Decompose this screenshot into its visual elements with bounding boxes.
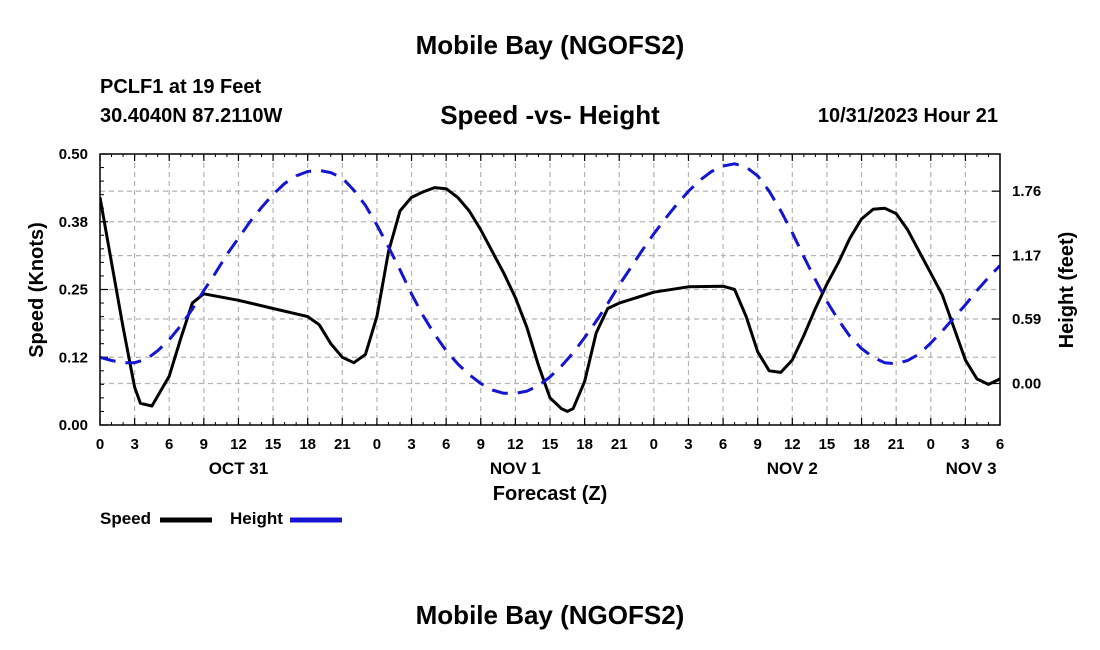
chart-subtitle: Speed -vs- Height [440, 100, 660, 130]
x-tick-label: 0 [373, 436, 381, 453]
x-tick-label: 3 [961, 436, 969, 453]
y-tick-label-right: 0.59 [1012, 311, 1041, 328]
y-tick-label: 0.50 [59, 146, 88, 163]
x-date-label: NOV 1 [490, 459, 541, 478]
x-tick-label: 12 [507, 436, 524, 453]
x-date-label: OCT 31 [209, 459, 269, 478]
y-tick-label: 0.12 [59, 349, 88, 366]
x-tick-label: 15 [819, 436, 836, 453]
x-date-label: NOV 3 [946, 459, 997, 478]
y-tick-label: 0.25 [59, 282, 88, 299]
x-tick-label: 21 [888, 436, 905, 453]
x-tick-label: 21 [611, 436, 628, 453]
series-line-speed [100, 186, 1000, 413]
x-tick-label: 12 [230, 436, 247, 453]
x-tick-label: 6 [719, 436, 727, 453]
x-date-label: NOV 2 [767, 459, 818, 478]
x-tick-label: 15 [265, 436, 282, 453]
x-tick-label: 9 [754, 436, 762, 453]
x-tick-label: 3 [407, 436, 415, 453]
series-layer [100, 162, 1000, 413]
x-tick-label: 18 [299, 436, 316, 453]
y-axis-label: Speed (Knots) [26, 222, 48, 358]
x-tick-label: 9 [200, 436, 208, 453]
y-tick-label: 0.00 [59, 417, 88, 434]
x-tick-label: 3 [684, 436, 692, 453]
series-line-height [100, 162, 1000, 395]
y-tick-label-right: 1.17 [1012, 248, 1041, 265]
legend-speed-label: Speed [100, 509, 152, 528]
x-tick-label: 18 [853, 436, 870, 453]
station-label: PCLF1 at 19 Feet [100, 76, 262, 98]
x-tick-label: 9 [477, 436, 485, 453]
x-tick-label: 3 [130, 436, 138, 453]
forecast-datetime: 10/31/2023 Hour 21 [817, 105, 998, 127]
y-tick-label-right: 0.00 [1012, 375, 1041, 392]
x-tick-label: 15 [542, 436, 559, 453]
footer-title: Mobile Bay (NGOFS2) [415, 600, 685, 630]
x-tick-label: 12 [784, 436, 801, 453]
legend-height-label: Height [230, 509, 283, 528]
coordinates-label: 30.4040N 87.2110W [100, 105, 283, 127]
x-tick-label: 0 [96, 436, 104, 453]
grid-lines [100, 154, 1000, 425]
x-tick-label: 0 [650, 436, 658, 453]
y-tick-label: 0.38 [59, 214, 88, 231]
x-tick-label: 6 [442, 436, 450, 453]
tick-labels: 0 3 6 9 12 15 18 21 0 3 6 9 12 15 18 21 0 3 6 9 12 15 18 21 0 3 6 O… [59, 146, 1041, 478]
x-tick-label: 21 [334, 436, 351, 453]
x-tick-label: 6 [165, 436, 173, 453]
y-tick-label-right: 1.76 [1012, 183, 1041, 200]
y-axis-label-right: Height (feet) [1056, 232, 1078, 349]
x-tick-label: 18 [576, 436, 593, 453]
x-tick-label: 0 [927, 436, 935, 453]
plot-frame [99, 153, 1001, 426]
x-tick-label: 6 [996, 436, 1004, 453]
x-axis-label: Forecast (Z) [493, 483, 607, 505]
chart-title: Mobile Bay (NGOFS2) [415, 30, 685, 60]
